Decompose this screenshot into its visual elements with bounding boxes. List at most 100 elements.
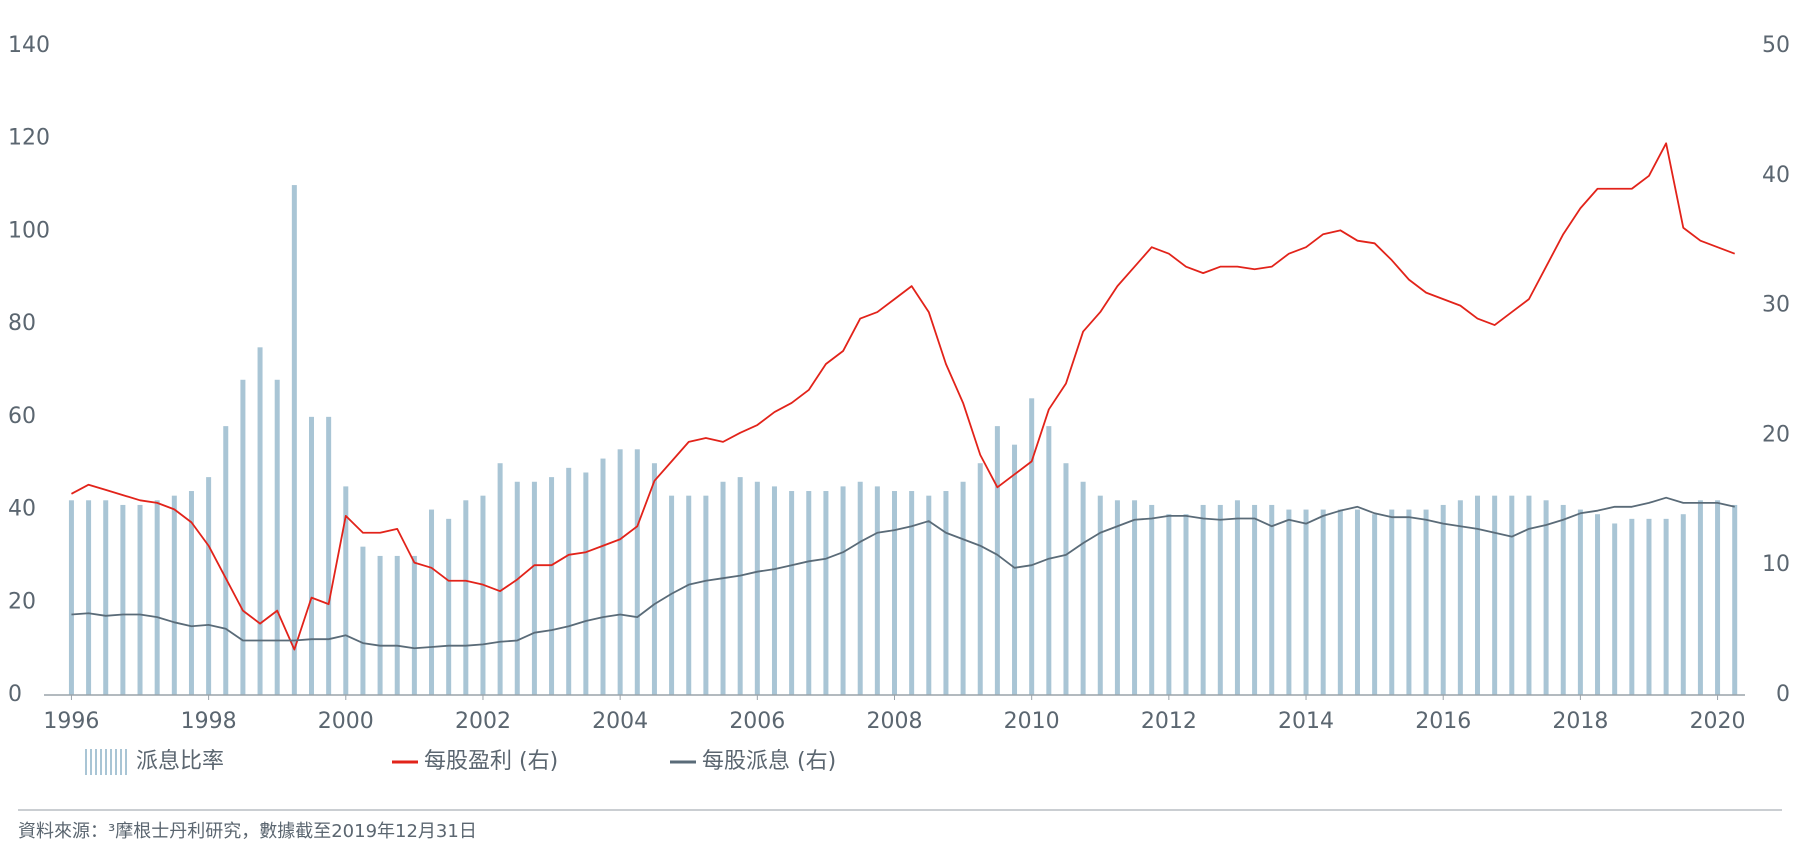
x-tick-label: 2018 [1552, 709, 1608, 734]
bar [1492, 495, 1498, 695]
bar [326, 416, 332, 695]
y2-tick-label: 30 [1762, 293, 1790, 318]
y-tick-label: 80 [8, 311, 36, 336]
bar [617, 449, 623, 695]
bar [566, 467, 572, 695]
bar [1097, 495, 1103, 695]
bar [600, 458, 606, 695]
bar [480, 495, 486, 695]
bar [1132, 500, 1138, 695]
bar [1012, 444, 1018, 695]
bar [223, 426, 229, 695]
bar [1697, 500, 1703, 695]
legend-label: 每股盈利 (右) [424, 749, 558, 774]
bar [1629, 518, 1635, 695]
legend-label: 每股派息 (右) [702, 749, 836, 774]
source-note: 資料來源：³摩根士丹利研究，數據截至2019年12月31日 [18, 821, 477, 842]
bar [583, 472, 589, 695]
y2-tick-label: 50 [1762, 33, 1790, 58]
bar [960, 481, 966, 695]
legend-label: 派息比率 [136, 749, 224, 774]
bar [874, 486, 880, 695]
bar [360, 546, 366, 695]
bar [120, 504, 126, 695]
bar [1406, 509, 1412, 695]
bar [634, 449, 640, 695]
bar [1663, 518, 1669, 695]
bar [257, 347, 263, 695]
bar [1595, 514, 1601, 695]
bar [137, 504, 143, 695]
bar [1252, 504, 1258, 695]
bar [514, 481, 520, 695]
bar [1372, 514, 1378, 695]
bar [1680, 514, 1686, 695]
bar [103, 500, 109, 695]
bar [1320, 509, 1326, 695]
bar [1475, 495, 1481, 695]
bar [1046, 426, 1052, 695]
bar [994, 426, 1000, 695]
y2-tick-label: 40 [1762, 163, 1790, 188]
bar [1612, 523, 1618, 695]
bar [823, 491, 829, 695]
bar [446, 518, 452, 695]
x-tick-label: 1998 [181, 709, 237, 734]
bar [651, 463, 657, 695]
bar [1029, 398, 1035, 695]
bar [274, 379, 280, 695]
bar [943, 491, 949, 695]
line [71, 496, 1735, 650]
x-tick-label: 2006 [729, 709, 785, 734]
legend-swatch [82, 749, 128, 775]
bar [771, 486, 777, 695]
y-tick-label: 60 [8, 404, 36, 429]
bar [531, 481, 537, 695]
bar [1183, 514, 1189, 695]
bar [1200, 504, 1206, 695]
bar [1217, 504, 1223, 695]
bar [1354, 509, 1360, 695]
bar [240, 379, 246, 695]
y-tick-label: 0 [8, 682, 22, 707]
bar [1149, 504, 1155, 695]
x-tick-label: 2016 [1415, 709, 1471, 734]
y-tick-label: 100 [8, 218, 50, 243]
bar [154, 500, 160, 695]
line [71, 142, 1736, 651]
bar [343, 486, 349, 695]
bar [737, 477, 743, 695]
bar [1715, 500, 1721, 695]
bar [909, 491, 915, 695]
bar [429, 509, 435, 695]
bar [1063, 463, 1069, 695]
x-tick-label: 2000 [318, 709, 374, 734]
bar [686, 495, 692, 695]
bar [1286, 509, 1292, 695]
bar [68, 500, 74, 695]
bar [703, 495, 709, 695]
y2-tick-label: 0 [1776, 682, 1790, 707]
bar [1457, 500, 1463, 695]
x-tick-label: 2020 [1690, 709, 1746, 734]
bar [1646, 518, 1652, 695]
bar [1166, 514, 1172, 695]
x-tick-label: 2014 [1278, 709, 1334, 734]
bar [1080, 481, 1086, 695]
x-tick-label: 2012 [1141, 709, 1197, 734]
bar [377, 555, 383, 695]
bar [549, 477, 555, 695]
y2-tick-label: 10 [1762, 552, 1790, 577]
bar [291, 185, 297, 696]
bar [1337, 509, 1343, 695]
bar [308, 416, 314, 695]
bar [1389, 509, 1395, 695]
bar [171, 495, 177, 695]
bar [1440, 504, 1446, 695]
x-tick-label: 1996 [43, 709, 99, 734]
bar [789, 491, 795, 695]
x-tick-label: 2004 [592, 709, 648, 734]
bar [1423, 509, 1429, 695]
bar [669, 495, 675, 695]
